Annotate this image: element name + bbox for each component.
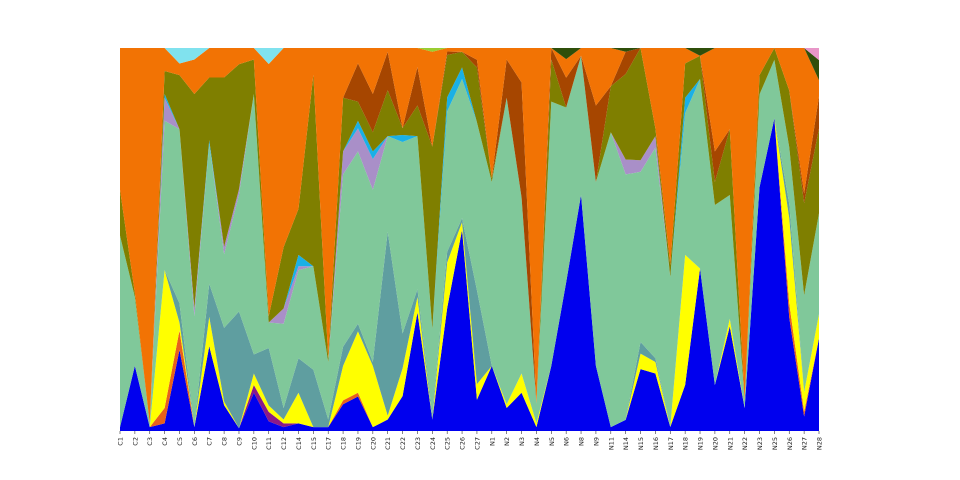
x-tick-label: N23 <box>756 437 764 450</box>
x-tick-label: N20 <box>711 437 719 450</box>
x-tick-label: C25 <box>444 437 452 450</box>
x-tick-label: C21 <box>384 437 392 450</box>
x-tick-label: C26 <box>459 437 467 450</box>
x-tick-label: C8 <box>221 437 229 446</box>
x-tick-label: N3 <box>518 437 526 446</box>
x-tick-label: C27 <box>473 437 481 450</box>
x-tick-label: N1 <box>488 437 496 446</box>
x-axis-ticks: C1 C2 C3 C4 C5 C6 C7 C8 C9 C10 C11 C12 C14 C15 C17 C18 C… <box>117 431 824 450</box>
x-tick-label: N6 <box>563 437 571 446</box>
x-tick-label: C3 <box>146 437 154 446</box>
x-tick-label: C10 <box>250 437 258 450</box>
x-tick-label: N22 <box>741 437 749 450</box>
x-tick-label: C12 <box>280 437 288 450</box>
x-tick-label: N21 <box>726 437 734 450</box>
x-tick-label: C1 <box>117 437 125 446</box>
x-tick-label: N15 <box>637 437 645 450</box>
area-series-1 <box>120 118 819 431</box>
x-tick-label: C6 <box>191 437 199 446</box>
x-tick-label: C15 <box>310 437 318 450</box>
x-tick-label: N11 <box>607 437 615 450</box>
x-tick-label: N2 <box>503 437 511 446</box>
area-series-14 <box>120 48 819 64</box>
x-tick-label: N8 <box>578 437 586 446</box>
x-tick-label: N27 <box>801 437 809 450</box>
x-tick-label: N4 <box>533 437 541 446</box>
x-tick-label: C20 <box>369 437 377 450</box>
x-tick-label: C11 <box>265 437 273 450</box>
x-tick-label: C22 <box>399 437 407 450</box>
x-tick-label: C5 <box>176 437 184 446</box>
x-tick-label: N18 <box>682 437 690 450</box>
x-tick-label: C9 <box>235 437 243 446</box>
x-tick-label: N28 <box>816 437 824 450</box>
x-tick-label: C7 <box>206 437 214 446</box>
area-series-5 <box>120 118 819 429</box>
x-tick-label: C18 <box>340 437 348 450</box>
area-series-6 <box>120 55 819 428</box>
x-tick-label: N5 <box>548 437 556 446</box>
x-tick-label: C23 <box>414 437 422 450</box>
x-tick-label: N19 <box>697 437 705 450</box>
x-tick-label: N16 <box>652 437 660 450</box>
x-tick-label: N14 <box>622 437 630 450</box>
x-tick-label: C19 <box>354 437 362 450</box>
x-tick-label: C14 <box>295 437 303 450</box>
area-series-group <box>120 48 819 431</box>
area-series-9 <box>120 48 819 424</box>
area-series-4 <box>120 118 819 429</box>
x-tick-label: C24 <box>429 437 437 450</box>
x-tick-label: N9 <box>592 437 600 446</box>
x-tick-label: N26 <box>786 437 794 450</box>
x-tick-label: C4 <box>161 437 169 446</box>
x-tick-label: C2 <box>131 437 139 446</box>
x-tick-label: N25 <box>771 437 779 450</box>
area-series-11 <box>120 48 819 424</box>
x-tick-label: N17 <box>667 437 675 450</box>
x-tick-label: C17 <box>325 437 333 450</box>
